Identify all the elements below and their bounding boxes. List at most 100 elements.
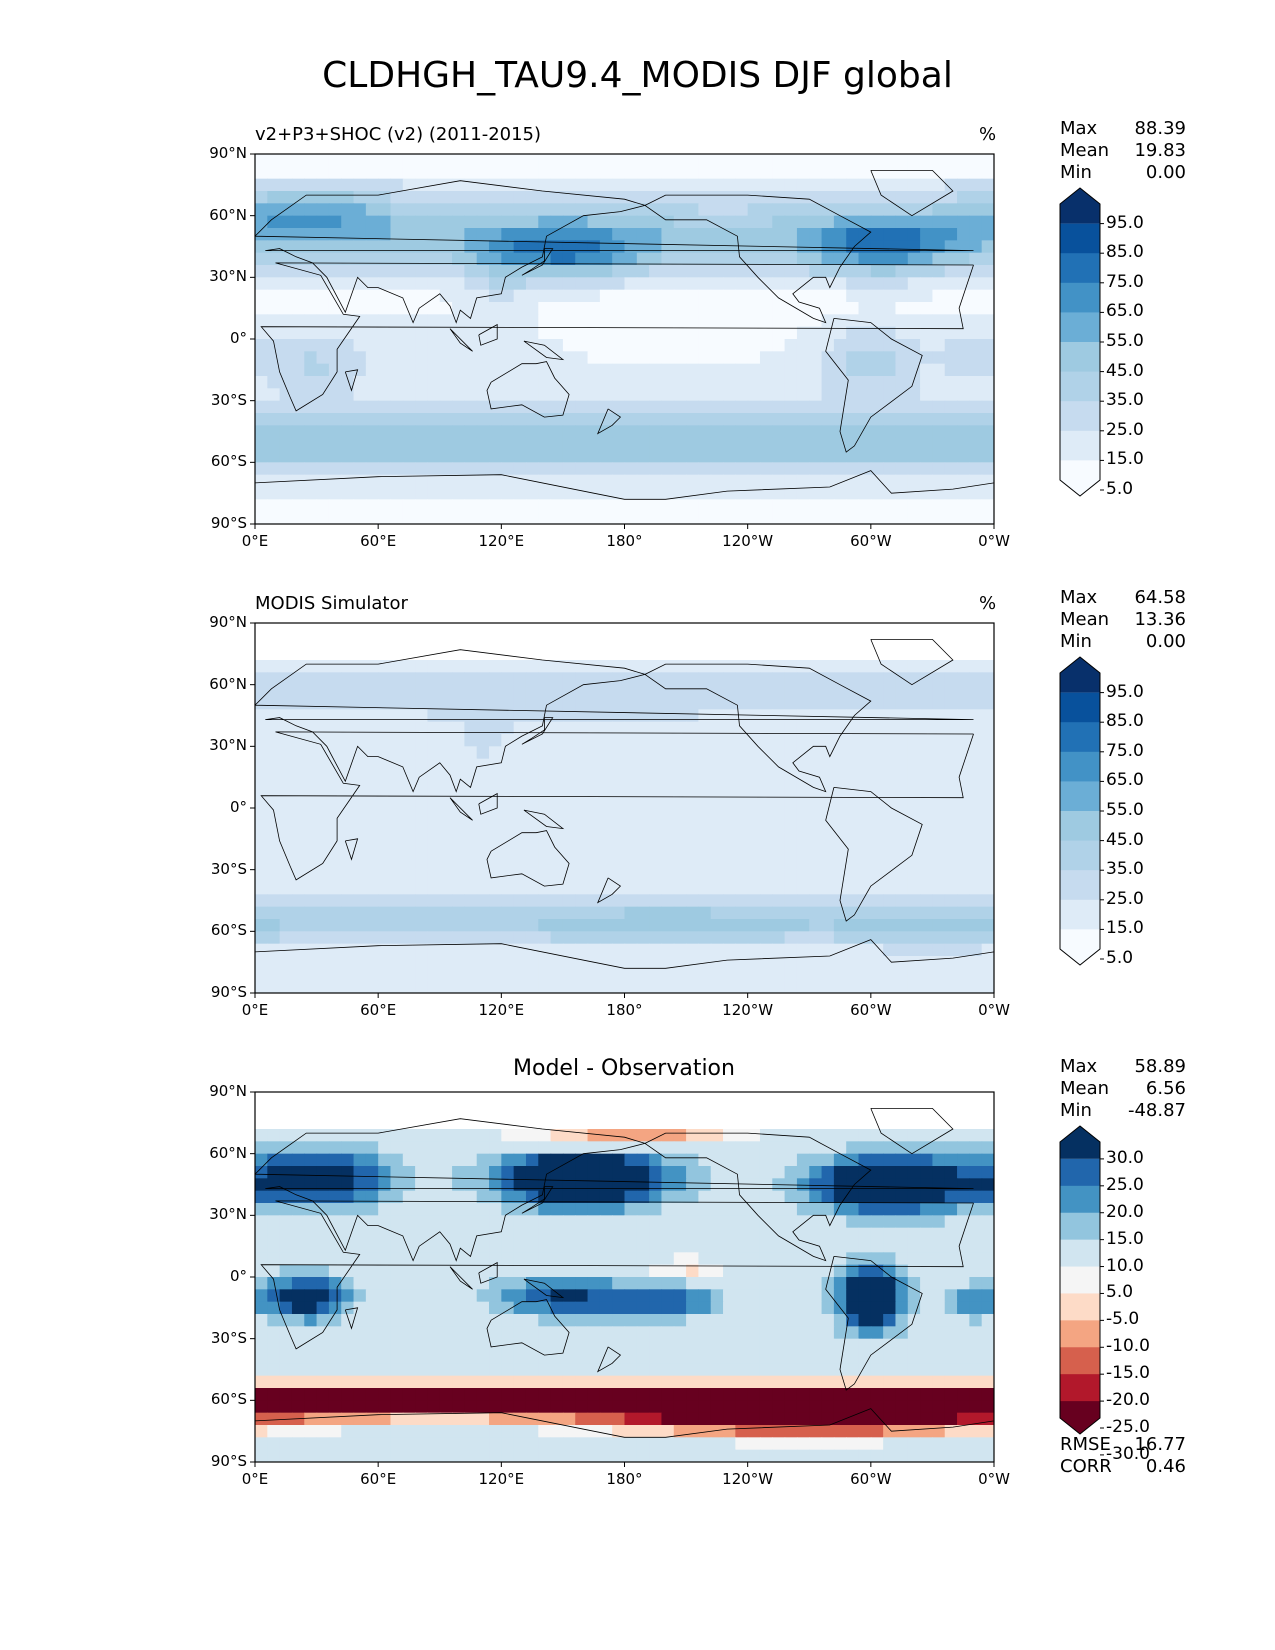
heatmap-cell: [957, 808, 970, 821]
heatmap-cell: [772, 758, 786, 772]
heatmap-cell: [870, 1166, 884, 1179]
heatmap-cell: [599, 1166, 613, 1179]
heatmap-cell: [390, 684, 404, 698]
heatmap-cell: [476, 511, 490, 524]
heatmap-cell: [489, 1129, 502, 1142]
heatmap-cell: [328, 191, 342, 204]
heatmap-cell: [587, 326, 601, 340]
heatmap-cell: [599, 302, 613, 315]
heatmap-cell: [636, 857, 650, 871]
heatmap-cell: [907, 240, 921, 254]
heatmap-cell: [439, 746, 453, 760]
heatmap-cell: [833, 462, 847, 476]
heatmap-cell: [673, 931, 687, 945]
heatmap-cell: [870, 1227, 884, 1241]
heatmap-cell: [402, 376, 416, 389]
heatmap-cell: [525, 832, 539, 846]
heatmap-cell: [427, 808, 441, 821]
heatmap-cell: [759, 289, 773, 303]
heatmap-cell: [821, 758, 835, 772]
heatmap-cell: [365, 511, 379, 524]
heatmap-cell: [772, 1301, 786, 1315]
heatmap-cell: [452, 894, 465, 908]
heatmap-cell: [575, 289, 589, 303]
heatmap-cell: [550, 1375, 564, 1389]
heatmap-cell: [415, 1301, 429, 1315]
heatmap-cell: [624, 487, 638, 500]
heatmap-cell: [784, 746, 798, 760]
heatmap-cell: [599, 400, 613, 414]
heatmap-cell: [427, 758, 441, 772]
heatmap-cell: [920, 906, 934, 920]
heatmap-cell: [784, 1412, 798, 1426]
heatmap-cell: [341, 808, 355, 821]
heatmap-cell: [698, 1240, 712, 1253]
heatmap-cell: [796, 795, 810, 809]
heatmap-cell: [944, 894, 958, 908]
heatmap-cell: [587, 363, 601, 377]
heatmap-cell: [981, 376, 994, 389]
heatmap-cell: [944, 376, 958, 389]
heatmap-cell: [883, 746, 897, 760]
heatmap-cell: [636, 178, 650, 192]
heatmap-cell: [809, 425, 823, 439]
heatmap-cell: [291, 363, 305, 377]
heatmap-cell: [439, 709, 453, 723]
heatmap-cell: [858, 203, 872, 217]
heatmap-cell: [489, 1412, 502, 1426]
heatmap-cell: [538, 931, 552, 945]
heatmap-cell: [969, 240, 983, 254]
heatmap-cell: [341, 191, 355, 204]
heatmap-cell: [673, 474, 687, 488]
heatmap-cell: [821, 154, 835, 167]
heatmap-cell: [489, 1153, 502, 1167]
heatmap-cell: [747, 684, 761, 698]
heatmap-cell: [784, 1425, 798, 1438]
heatmap-cell: [489, 351, 502, 365]
heatmap-cell: [846, 1289, 860, 1303]
heatmap-cell: [304, 1166, 318, 1179]
heatmap-cell: [784, 191, 798, 204]
heatmap-cell: [255, 1203, 268, 1216]
heatmap-cell: [710, 1215, 724, 1229]
heatmap-cell: [686, 154, 699, 167]
heatmap-cell: [907, 413, 921, 426]
heatmap-cell: [402, 820, 416, 834]
heatmap-cell: [476, 388, 490, 402]
heatmap-cell: [624, 832, 638, 846]
heatmap-cell: [969, 511, 983, 524]
heatmap-cell: [772, 1412, 786, 1426]
heatmap-cell: [920, 499, 934, 513]
heatmap-cell: [649, 771, 663, 784]
heatmap-cell: [365, 388, 379, 402]
heatmap-cell: [759, 919, 773, 932]
heatmap-cell: [353, 980, 367, 993]
heatmap-cell: [723, 1375, 736, 1389]
heatmap-cell: [390, 314, 404, 328]
heatmap-cell: [624, 795, 638, 809]
heatmap-cell: [525, 845, 539, 858]
heatmap-cell: [636, 376, 650, 389]
heatmap-cell: [427, 869, 441, 883]
heatmap-cell: [365, 302, 379, 315]
heatmap-cell: [809, 906, 823, 920]
heatmap-cell: [279, 1264, 293, 1278]
heatmap-cell: [661, 1289, 675, 1303]
heatmap-cell: [439, 388, 453, 402]
heatmap-cell: [328, 1351, 342, 1364]
heatmap-cell: [476, 808, 490, 821]
heatmap-cell: [599, 178, 613, 192]
heatmap-cell: [328, 919, 342, 932]
heatmap-cell: [489, 1240, 502, 1253]
heatmap-cell: [673, 450, 687, 463]
heatmap-cell: [649, 1375, 663, 1389]
heatmap-cell: [735, 166, 749, 180]
heatmap-cell: [304, 956, 318, 969]
heatmap-cell: [944, 1190, 958, 1204]
heatmap-cell: [772, 1264, 786, 1278]
heatmap-cell: [599, 1190, 613, 1204]
heatmap-cell: [538, 684, 552, 698]
heatmap-cell: [291, 931, 305, 945]
heatmap-cell: [365, 795, 379, 809]
heatmap-cell: [858, 1141, 872, 1155]
